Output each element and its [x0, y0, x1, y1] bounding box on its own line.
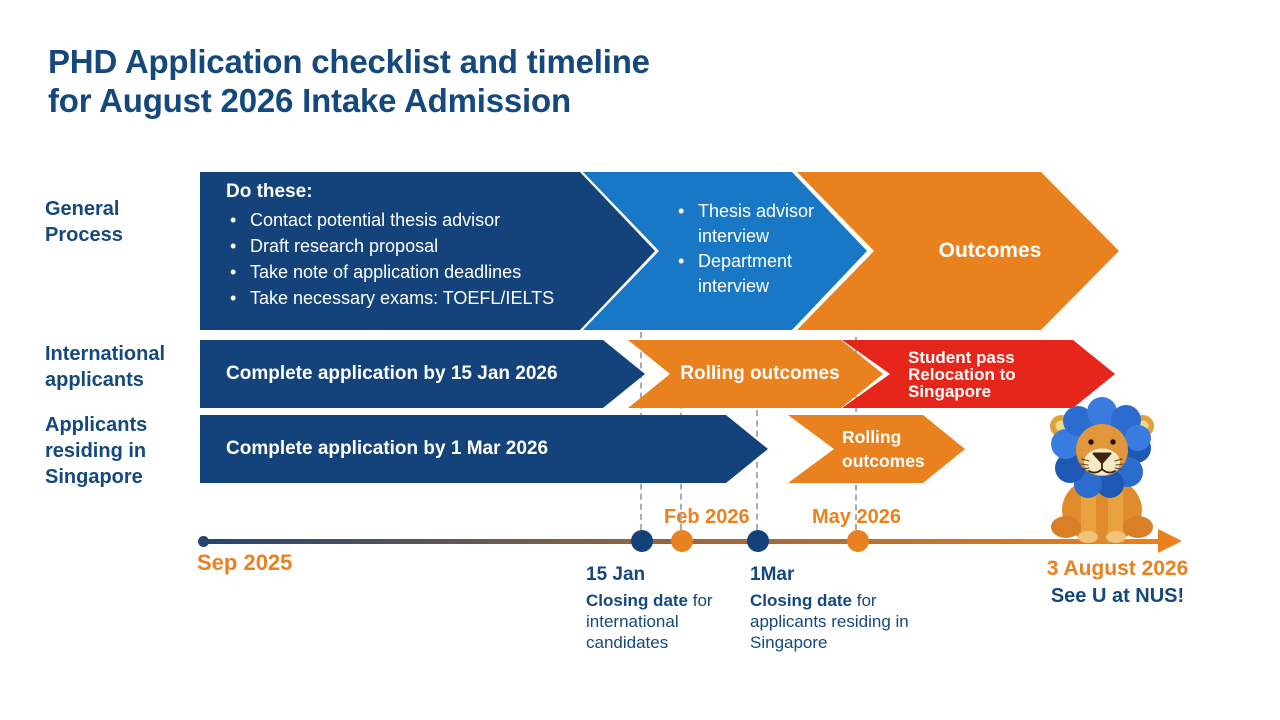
- do-these-heading: Do these:: [226, 181, 313, 202]
- milestone-15jan-desc-rest: for international candidates: [586, 591, 713, 652]
- timeline-end-note: See U at NUS!: [1050, 585, 1185, 607]
- bullet-thesis-advisor-interview: Thesis advisor interview: [674, 199, 849, 249]
- rolling-outcomes-sg-line1: Rolling: [842, 427, 902, 447]
- student-pass-line2: Relocation to: [908, 364, 1016, 384]
- timeline-feb2026-label: Feb 2026: [664, 506, 750, 528]
- milestone-1mar-desc-bold: Closing date: [750, 591, 853, 610]
- milestone-15jan-desc-bold: Closing date: [586, 591, 689, 610]
- bullet-department-interview: Department interview: [674, 249, 849, 299]
- outcomes-label: Outcomes: [938, 239, 1042, 262]
- bullet-contact-advisor: Contact potential thesis advisor: [226, 207, 591, 233]
- milestone-1mar-date: 1Mar: [750, 564, 795, 585]
- rolling-outcomes-singapore-block: Rolling outcomes: [842, 415, 962, 483]
- rolling-outcomes-sg-line2: outcomes: [842, 451, 925, 471]
- page-title-line1: PHD Application checklist and timeline: [48, 43, 650, 80]
- timeline-dot-1mar: [747, 530, 769, 552]
- student-pass-line1: Student pass: [908, 347, 1015, 367]
- milestone-1mar-desc-rest: for applicants residing in Singapore: [750, 591, 909, 652]
- row-label-applicants-residing-singapore: Applicants residing in Singapore: [45, 414, 148, 488]
- chevron-rolling-outcomes-international: [628, 340, 883, 408]
- student-pass-text-block: Student pass Relocation to Singapore: [908, 340, 1088, 408]
- timeline-dot-may2026: [847, 530, 869, 552]
- chevron-complete-application-15jan: [200, 340, 645, 408]
- complete-application-1mar-label: Complete application by 1 Mar 2026: [226, 438, 549, 459]
- bullet-deadlines: Take note of application deadlines: [226, 259, 591, 285]
- page-title: PHD Application checklist and timeline f…: [48, 42, 948, 120]
- bullet-exams: Take necessary exams: TOEFL/IELTS: [226, 285, 591, 311]
- bullet-draft-proposal: Draft research proposal: [226, 233, 591, 259]
- interviews-bullet-list: Thesis advisor interview Department inte…: [674, 199, 849, 299]
- milestone-1mar-description: Closing date for applicants residing in …: [750, 590, 926, 653]
- timeline-end-date: 3 August 2026: [1046, 557, 1189, 580]
- row-label-general-process: General Process: [45, 198, 123, 246]
- do-these-text-block: Do these: Contact potential thesis advis…: [226, 181, 591, 311]
- milestone-15jan-date: 15 Jan: [586, 564, 646, 585]
- timeline-arrowhead-icon: [1158, 529, 1182, 553]
- do-these-bullet-list: Contact potential thesis advisor Draft r…: [226, 207, 591, 311]
- page-title-line2: for August 2026 Intake Admission: [48, 82, 571, 119]
- timeline-dot-15jan: [631, 530, 653, 552]
- lion-mascot-image: [1050, 397, 1154, 544]
- timeline-end-block: 3 August 2026 See U at NUS!: [1015, 557, 1220, 608]
- milestone-15jan-description: Closing date for international candidate…: [586, 590, 731, 653]
- complete-application-15jan-label: Complete application by 15 Jan 2026: [226, 363, 558, 384]
- timeline-dot-feb2026: [671, 530, 693, 552]
- chevron-complete-application-1mar: [200, 415, 768, 483]
- rolling-outcomes-international-label: Rolling outcomes: [680, 363, 840, 384]
- interviews-text-block: Thesis advisor interview Department inte…: [674, 199, 849, 299]
- student-pass-line3: Singapore: [908, 381, 992, 401]
- timeline-start-dot: [198, 536, 209, 547]
- timeline-start-label: Sep 2025: [197, 550, 293, 575]
- row-label-international-applicants: International applicants: [45, 343, 166, 391]
- dashed-guide-1mar: [756, 410, 758, 530]
